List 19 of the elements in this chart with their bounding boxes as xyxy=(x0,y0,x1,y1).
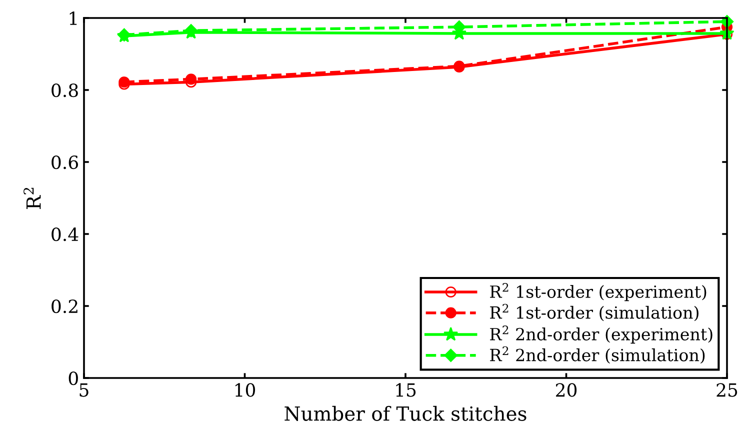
y-tick-label: 0.2 xyxy=(52,299,78,314)
x-axis-title: Number of Tuck stitches xyxy=(284,406,526,421)
y-axis-title: R$^{2}$ xyxy=(24,188,41,209)
legend-label: R$^{2}$ 2nd-order (experiment) xyxy=(490,326,712,344)
legend-label: R$^{2}$ 1st-order (experiment) xyxy=(490,283,706,302)
y-tick-label: 0.8 xyxy=(52,83,78,98)
y-tick-label: 0.6 xyxy=(52,155,78,170)
x-tick-label: 10 xyxy=(235,383,256,397)
y-tick-label: 0.4 xyxy=(52,227,78,242)
legend-label: R$^{2}$ 1st-order (simulation) xyxy=(490,304,698,322)
y-tick-label: 1 xyxy=(70,11,77,25)
legend-label: R$^{2}$ 2nd-order (simulation) xyxy=(490,346,705,364)
x-tick-label: 20 xyxy=(556,383,577,397)
x-tick-label: 15 xyxy=(396,383,416,397)
x-tick-label: 25 xyxy=(716,383,738,397)
x-tick-label: 5 xyxy=(80,383,88,397)
y-tick-label: 0 xyxy=(68,371,78,386)
point xyxy=(186,74,197,85)
point xyxy=(118,28,131,42)
